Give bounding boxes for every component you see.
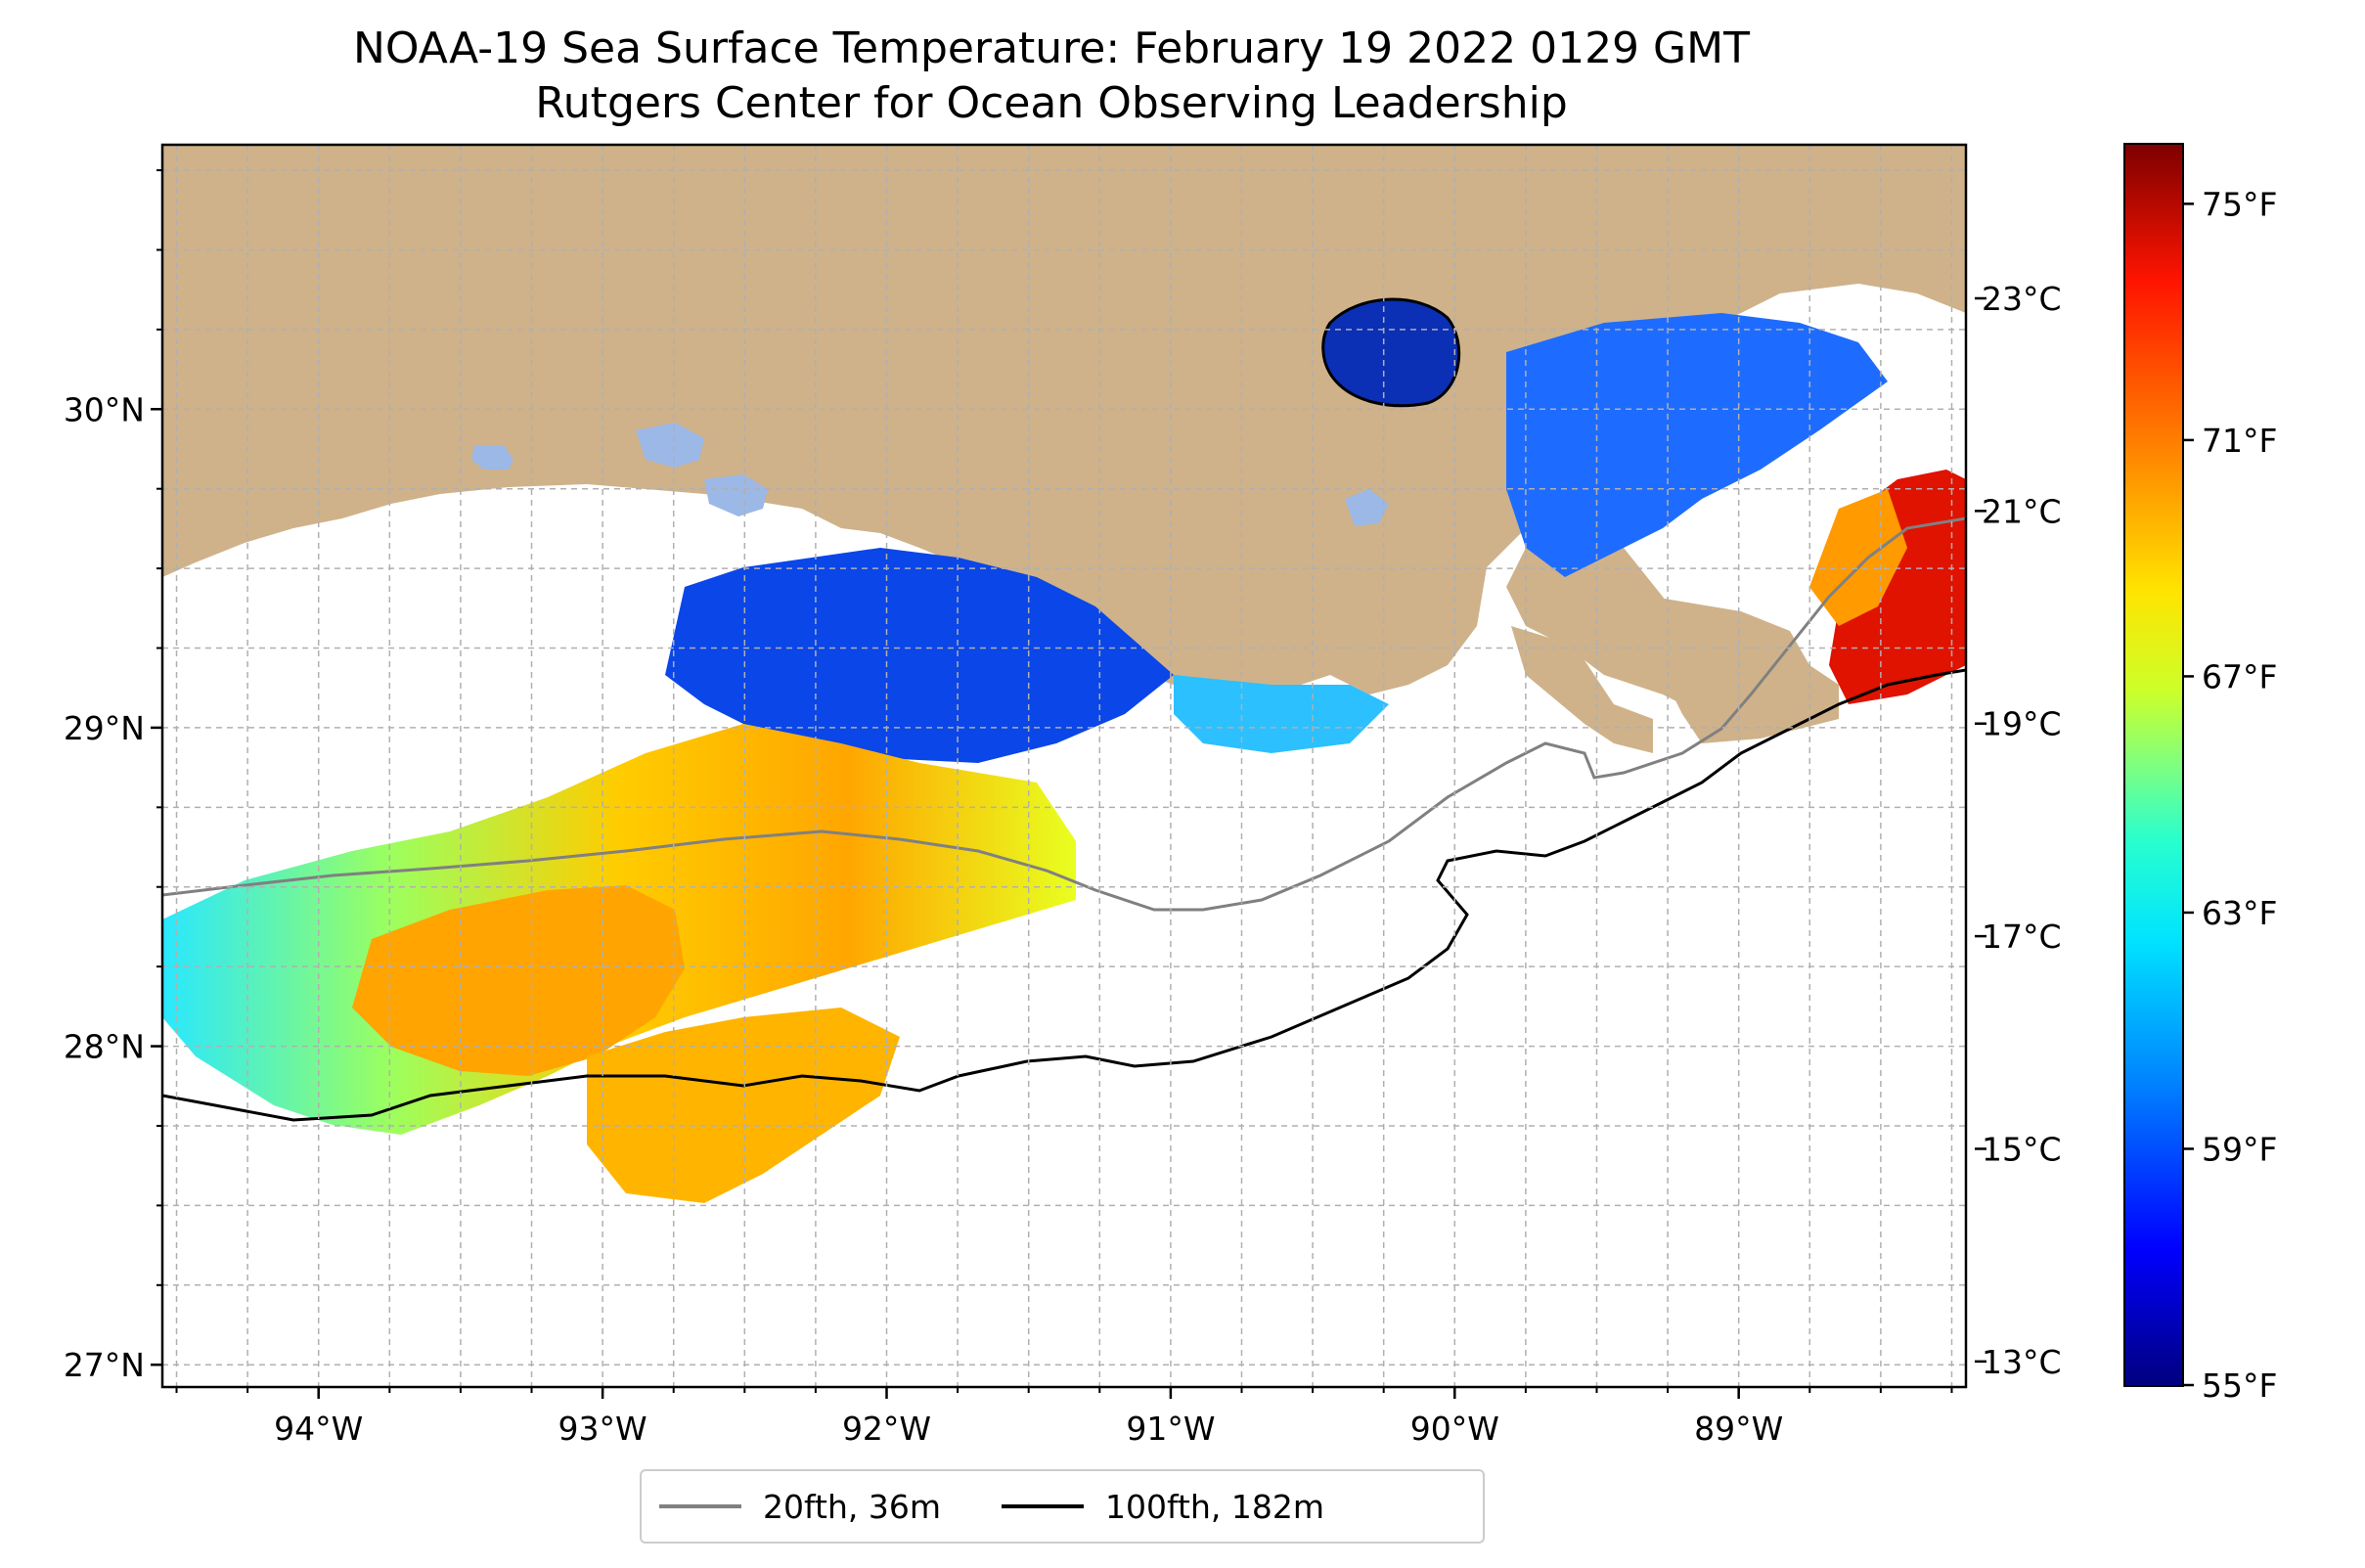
- cb-label-f: 75°F: [2202, 185, 2277, 223]
- cb-label-c: 13°C: [1982, 1343, 2062, 1381]
- legend: 20fth, 36m 100fth, 182m: [640, 1469, 1485, 1544]
- lat-tick-label: 29°N: [64, 709, 145, 747]
- lon-tick-label: 93°W: [558, 1410, 647, 1448]
- sst-cold-core: [665, 548, 1174, 763]
- cb-label-f: 63°F: [2202, 894, 2277, 932]
- lon-tick-label: 92°W: [842, 1410, 931, 1448]
- cb-label-f: 55°F: [2202, 1366, 2277, 1405]
- land-louisiana-east: [1511, 626, 1653, 753]
- cb-label-f: 71°F: [2202, 422, 2277, 460]
- lake-calcasieu: [471, 445, 513, 470]
- map-frame: [160, 143, 1968, 1389]
- cb-label-c: 23°C: [1982, 280, 2062, 318]
- land-louisiana-south: [1653, 597, 1839, 743]
- lake-verret: [1345, 489, 1389, 526]
- land-louisiana: [162, 145, 1966, 714]
- sst-orange-core: [352, 885, 685, 1076]
- lake-grand: [636, 423, 704, 468]
- lon-tick-label: 94°W: [274, 1410, 363, 1448]
- cb-label-c: 17°C: [1982, 918, 2062, 956]
- lake-pontchartrain: [1321, 297, 1461, 408]
- legend-item-20fth: 20fth, 36m: [659, 1488, 941, 1526]
- map-subtitle: Rutgers Center for Ocean Observing Leade…: [535, 78, 1568, 128]
- map-title: NOAA-19 Sea Surface Temperature: Februar…: [353, 23, 1750, 73]
- legend-line-black: [1002, 1504, 1084, 1508]
- isobath-20fth: [162, 516, 1966, 912]
- legend-label: 20fth, 36m: [763, 1487, 941, 1526]
- cb-label-c: 15°C: [1982, 1130, 2062, 1168]
- lat-tick-label: 28°N: [64, 1028, 145, 1066]
- legend-line-gray: [659, 1504, 741, 1508]
- colorbar-ticks: 75°F 71°F 67°F 63°F 59°F 55°F 23°C 21°C 19°C 17°C…: [1975, 185, 2277, 1405]
- lon-tick-label: 89°W: [1694, 1410, 1783, 1448]
- sst-east-blue: [1506, 313, 1888, 577]
- lat-tick-label: 30°N: [64, 390, 145, 428]
- legend-label: 100fth, 182m: [1105, 1487, 1324, 1526]
- lon-tick-label: 91°W: [1126, 1410, 1215, 1448]
- cb-label-f: 67°F: [2202, 657, 2277, 695]
- lat-tick-label: 27°N: [64, 1346, 145, 1384]
- legend-item-100fth: 100fth, 182m: [1002, 1488, 1324, 1526]
- cb-label-f: 59°F: [2202, 1130, 2277, 1168]
- colorbar: [2123, 143, 2184, 1387]
- sst-southern-patch: [587, 1008, 900, 1203]
- sst-plume: [1174, 675, 1389, 753]
- lon-tick-label: 90°W: [1410, 1410, 1499, 1448]
- map-axis-ticks: 94°W 93°W 92°W 91°W 90°W 89°W 30°N 29°N 28°N 27°N: [64, 169, 1953, 1448]
- lake-white: [704, 474, 768, 516]
- cb-label-c: 21°C: [1982, 492, 2062, 530]
- gridlines: [162, 145, 1966, 1387]
- cb-label-c: 19°C: [1982, 705, 2062, 743]
- isobath-100fth: [162, 668, 1966, 1122]
